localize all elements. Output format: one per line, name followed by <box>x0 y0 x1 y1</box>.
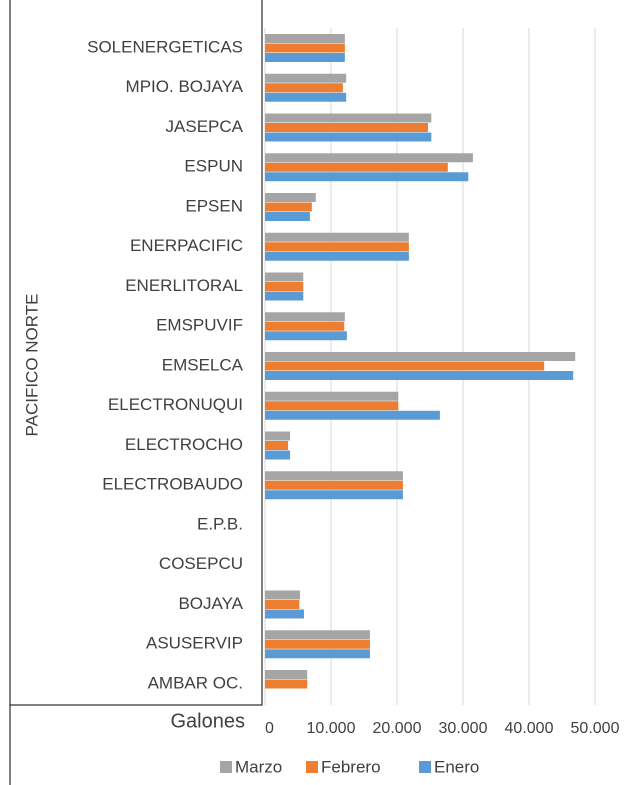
bar <box>265 92 347 102</box>
bar <box>265 113 432 123</box>
bar <box>265 43 345 53</box>
bar <box>265 352 576 361</box>
x-tick-label: 40.000 <box>505 720 554 737</box>
bar <box>265 132 432 142</box>
bar <box>265 441 289 450</box>
bar <box>265 34 345 43</box>
bar <box>265 431 291 441</box>
bar <box>265 232 409 242</box>
legend-label: Enero <box>434 757 479 776</box>
bar <box>265 251 409 261</box>
category-label: EMSELCA <box>162 355 244 374</box>
bar <box>265 202 312 212</box>
x-tick-label: 30.000 <box>439 720 488 737</box>
category-label: MPIO. BOJAYA <box>126 77 244 96</box>
category-label: ESPUN <box>184 157 243 176</box>
x-tick-label: 50.000 <box>571 720 620 737</box>
legend-swatch <box>306 761 318 773</box>
bar <box>265 649 370 659</box>
category-label: SOLENERGETICAS <box>87 37 243 56</box>
legend-swatch <box>419 761 431 773</box>
bar <box>265 153 473 163</box>
category-label: ELECTRONUQUI <box>108 395 243 414</box>
bar <box>265 83 343 93</box>
bar <box>265 679 308 689</box>
x-tick-label: 20.000 <box>373 720 422 737</box>
category-label: EPSEN <box>185 196 243 215</box>
bar <box>265 480 403 490</box>
bar <box>265 450 291 460</box>
x-tick-label: 0 <box>265 720 274 737</box>
category-label: ELECTROBAUDO <box>102 475 243 494</box>
bar <box>265 53 345 62</box>
bar <box>265 242 409 252</box>
bar <box>265 391 399 401</box>
category-label: E.P.B. <box>197 514 243 533</box>
bar <box>265 471 403 481</box>
category-label: ENERLITORAL <box>125 276 243 295</box>
bar <box>265 590 300 600</box>
bar <box>265 331 347 341</box>
y-axis-label: PACIFICO NORTE <box>22 294 41 437</box>
bar <box>265 73 347 83</box>
bar <box>265 490 403 500</box>
bar <box>265 630 370 640</box>
bar <box>265 123 429 132</box>
category-label: ELECTROCHO <box>125 435 243 454</box>
bar <box>265 371 574 380</box>
bar <box>265 600 300 609</box>
bar <box>265 410 440 420</box>
bar <box>265 291 304 301</box>
legend-swatch <box>220 761 232 773</box>
bar <box>265 639 370 649</box>
category-label: COSEPCU <box>159 554 243 573</box>
category-label: JASEPCA <box>166 117 244 136</box>
bar <box>265 272 304 282</box>
category-label: EMSPUVIF <box>156 316 243 335</box>
bar <box>265 670 308 679</box>
category-label: BOJAYA <box>178 594 243 613</box>
bar <box>265 162 448 172</box>
bar <box>265 361 545 371</box>
bar <box>265 193 316 202</box>
bar <box>265 321 345 331</box>
x-axis-label: Galones <box>171 710 246 732</box>
bar <box>265 172 469 182</box>
bar <box>265 312 345 322</box>
category-label: ASUSERVIP <box>146 634 243 653</box>
legend-label: Febrero <box>321 757 381 776</box>
category-label: ENERPACIFIC <box>130 236 243 255</box>
bar <box>265 401 399 411</box>
bar <box>265 212 310 221</box>
legend-label: Marzo <box>235 757 282 776</box>
bar <box>265 609 304 619</box>
category-label: AMBAR OC. <box>148 673 243 692</box>
bar <box>265 282 304 291</box>
x-tick-label: 10.000 <box>307 720 356 737</box>
